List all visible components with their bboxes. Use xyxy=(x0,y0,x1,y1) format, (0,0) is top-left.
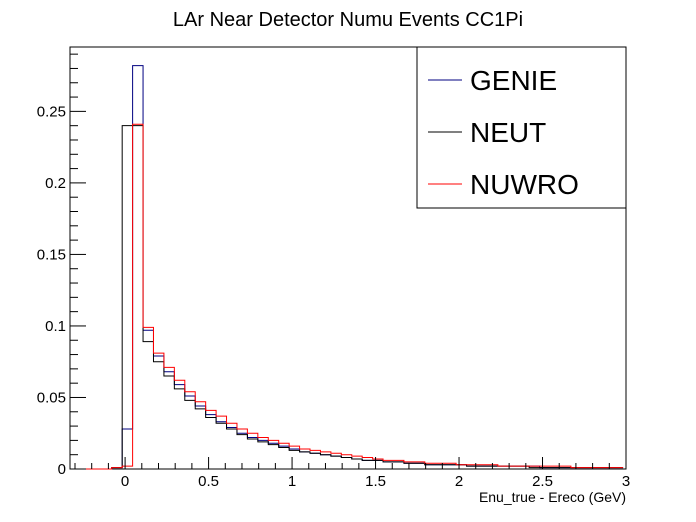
legend: GENIE NEUT NUWRO xyxy=(416,46,627,209)
x-tick-label: 2 xyxy=(455,473,463,490)
histograms xyxy=(70,65,624,470)
legend-box xyxy=(416,46,627,209)
legend-label-nuwro: NUWRO xyxy=(470,169,579,200)
plot-frame xyxy=(69,46,627,470)
x-tick-label: 3 xyxy=(622,473,630,490)
plot-area: 0 0.5 1 1.5 2 2.5 3 0 0.05 0.1 0.15 0.2 0.25 xyxy=(37,46,630,490)
y-tick-label: 0.1 xyxy=(45,318,66,335)
y-tick-label: 0.05 xyxy=(37,389,66,406)
y-tick-label: 0.25 xyxy=(37,103,66,120)
histogram-neut xyxy=(70,125,624,470)
y-tick-label: 0.15 xyxy=(37,246,66,263)
chart-title: LAr Near Detector Numu Events CC1Pi xyxy=(173,9,523,31)
y-axis: 0 0.05 0.1 0.15 0.2 0.25 xyxy=(37,53,86,478)
histogram-nuwro xyxy=(70,123,624,470)
y-tick-label: 0 xyxy=(58,461,66,478)
x-tick-label: 1 xyxy=(288,473,296,490)
x-axis: 0 0.5 1 1.5 2 2.5 3 xyxy=(74,457,630,490)
x-tick-label: 0 xyxy=(121,473,129,490)
x-tick-label: 2.5 xyxy=(532,473,553,490)
legend-label-neut: NEUT xyxy=(470,117,546,148)
x-tick-label: 1.5 xyxy=(365,473,386,490)
x-tick-label: 0.5 xyxy=(198,473,219,490)
legend-label-genie: GENIE xyxy=(470,65,557,96)
y-tick-label: 0.2 xyxy=(45,175,66,192)
x-axis-label: Enu_true - Ereco (GeV) xyxy=(479,489,626,505)
